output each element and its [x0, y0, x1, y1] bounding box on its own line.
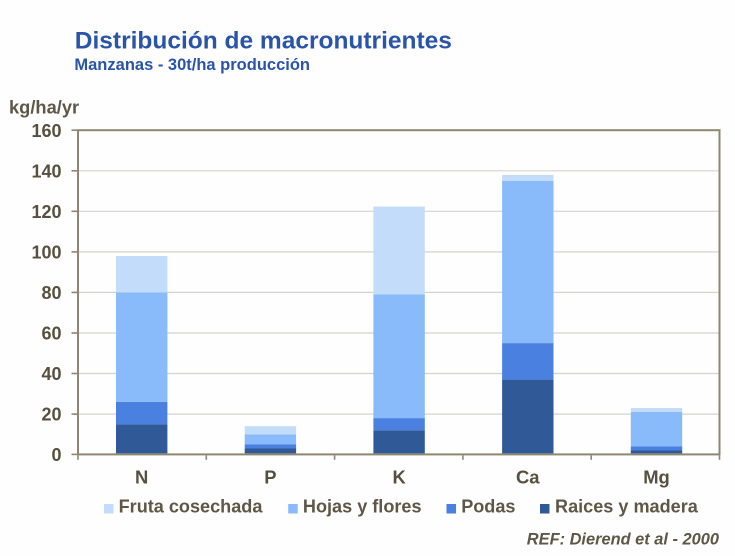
svg-text:REF: Dierend et al - 2000: REF: Dierend et al - 2000 [527, 531, 719, 549]
svg-text:Mg: Mg [643, 467, 670, 488]
svg-text:100: 100 [31, 243, 61, 263]
svg-text:40: 40 [41, 364, 61, 384]
svg-text:80: 80 [41, 283, 61, 303]
svg-text:Manzanas - 30t/ha producción: Manzanas - 30t/ha producción [74, 56, 310, 74]
svg-text:kg/ha/yr: kg/ha/yr [9, 96, 79, 117]
svg-text:20: 20 [41, 405, 61, 425]
svg-text:Fruta cosechada: Fruta cosechada [119, 497, 264, 517]
svg-text:Podas: Podas [461, 497, 515, 517]
svg-text:0: 0 [51, 445, 61, 465]
svg-text:140: 140 [31, 161, 61, 181]
svg-text:160: 160 [31, 121, 61, 141]
svg-text:Hojas y flores: Hojas y flores [303, 497, 422, 517]
svg-text:K: K [392, 467, 406, 488]
svg-text:120: 120 [31, 202, 61, 222]
svg-text:P: P [264, 467, 276, 488]
svg-text:N: N [135, 467, 148, 488]
svg-text:60: 60 [41, 324, 61, 344]
svg-text:Raices y madera: Raices y madera [555, 497, 699, 517]
svg-text:Distribución de macronutriente: Distribución de macronutrientes [75, 28, 452, 55]
svg-text:Ca: Ca [516, 467, 540, 488]
